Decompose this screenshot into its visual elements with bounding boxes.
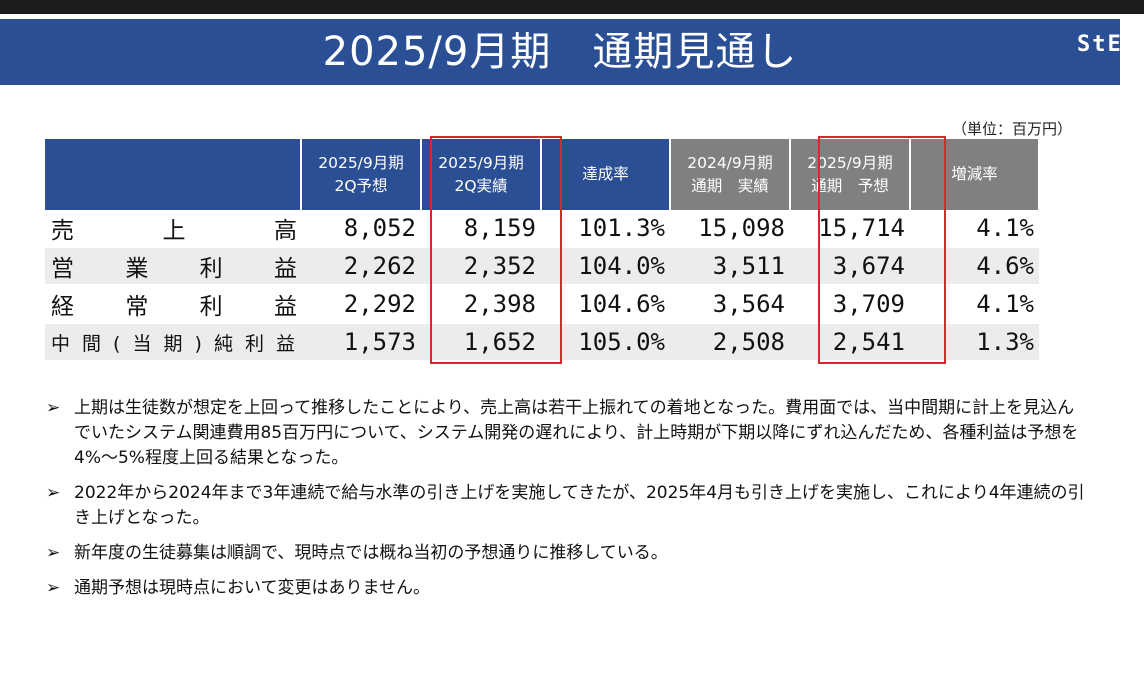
cell-value: 3,674 bbox=[790, 247, 910, 286]
arrow-bullet-icon: ➢ bbox=[46, 578, 61, 598]
header-line: 通期 実績 bbox=[691, 176, 769, 195]
bullet-item: ➢ 通期予想は現時点において変更はありません。 bbox=[46, 576, 1086, 601]
company-logo: StEP bbox=[1077, 32, 1138, 57]
cell-value: 2,541 bbox=[790, 323, 910, 362]
bullet-item: ➢ 新年度の生徒募集は順調で、現時点では概ね当初の予想通りに推移している。 bbox=[46, 541, 1086, 566]
bullet-list: ➢ 上期は生徒数が想定を上回って推移したことにより、売上高は若干上振れての着地と… bbox=[46, 396, 1086, 611]
header-line: 2025/9月期 bbox=[438, 153, 524, 172]
cell-value: 3,709 bbox=[790, 285, 910, 324]
bullet-text: 2022年から2024年まで3年連続で給与水準の引き上げを実施してきたが、202… bbox=[74, 483, 1085, 528]
arrow-bullet-icon: ➢ bbox=[46, 398, 61, 418]
bullet-item: ➢ 上期は生徒数が想定を上回って推移したことにより、売上高は若干上振れての着地と… bbox=[46, 396, 1086, 471]
financial-table: 2025/9月期 2Q予想 2025/9月期 2Q実績 達成率 2024/9月期… bbox=[45, 139, 1040, 362]
cell-value: 1,573 bbox=[301, 323, 421, 362]
header-line: 2025/9月期 bbox=[318, 153, 404, 172]
table-row-net-profit: 中間(当期)純利益 1,573 1,652 105.0% 2,508 2,541… bbox=[45, 323, 1039, 362]
cell-value: 101.3% bbox=[541, 210, 670, 248]
cell-value: 15,098 bbox=[670, 210, 790, 248]
cell-value: 104.0% bbox=[541, 247, 670, 286]
table-row-ordinary-profit: 経常利益 2,292 2,398 104.6% 3,564 3,709 4.1% bbox=[45, 285, 1039, 324]
cell-value: 15,714 bbox=[790, 210, 910, 248]
header-fy2024-actual: 2024/9月期 通期 実績 bbox=[670, 139, 791, 210]
title-banner: 2025/9月期 通期見通し bbox=[0, 19, 1120, 85]
cell-value: 2,352 bbox=[421, 247, 541, 286]
cell-value: 1,652 bbox=[421, 323, 541, 362]
cell-value: 3,511 bbox=[670, 247, 790, 286]
header-line: 達成率 bbox=[582, 165, 629, 183]
cell-value: 104.6% bbox=[541, 285, 670, 324]
cell-value: 2,508 bbox=[670, 323, 790, 362]
cell-value: 8,159 bbox=[421, 210, 541, 248]
header-blank-cell bbox=[45, 139, 302, 210]
header-fy2025-forecast: 2025/9月期 通期 予想 bbox=[790, 139, 911, 210]
header-change-rate: 増減率 bbox=[910, 139, 1040, 210]
header-achievement-rate: 達成率 bbox=[541, 139, 671, 210]
header-line: 2024/9月期 bbox=[687, 153, 773, 172]
cell-value: 3,564 bbox=[670, 285, 790, 324]
header-line: 通期 予想 bbox=[811, 176, 889, 195]
table-row-operating-profit: 営業利益 2,262 2,352 104.0% 3,511 3,674 4.6% bbox=[45, 247, 1039, 286]
cell-value: 1.3% bbox=[910, 323, 1039, 362]
cell-value: 2,292 bbox=[301, 285, 421, 324]
top-dark-bar bbox=[0, 0, 1144, 14]
cell-value: 2,262 bbox=[301, 247, 421, 286]
cell-value: 8,052 bbox=[301, 210, 421, 248]
table-header-row: 2025/9月期 2Q予想 2025/9月期 2Q実績 達成率 2024/9月期… bbox=[45, 139, 1040, 210]
unit-label: （単位：百万円） bbox=[952, 120, 1073, 138]
header-line: 増減率 bbox=[951, 165, 998, 183]
bullet-text: 新年度の生徒募集は順調で、現時点では概ね当初の予想通りに推移している。 bbox=[74, 543, 668, 563]
cell-value: 4.1% bbox=[910, 210, 1039, 248]
row-label: 中間(当期)純利益 bbox=[45, 323, 301, 362]
header-line: 2025/9月期 bbox=[807, 153, 893, 172]
arrow-bullet-icon: ➢ bbox=[46, 483, 61, 503]
bullet-text: 上期は生徒数が想定を上回って推移したことにより、売上高は若干上振れての着地となっ… bbox=[74, 398, 1079, 468]
row-label: 営業利益 bbox=[45, 247, 301, 286]
cell-value: 2,398 bbox=[421, 285, 541, 324]
slide-title: 2025/9月期 通期見通し bbox=[322, 29, 798, 75]
cell-value: 4.6% bbox=[910, 247, 1039, 286]
header-2q-forecast: 2025/9月期 2Q予想 bbox=[301, 139, 422, 210]
cell-value: 105.0% bbox=[541, 323, 670, 362]
header-line: 2Q実績 bbox=[454, 176, 508, 195]
bullet-text: 通期予想は現時点において変更はありません。 bbox=[74, 578, 430, 598]
row-label: 売上高 bbox=[45, 210, 301, 248]
header-line: 2Q予想 bbox=[334, 176, 388, 195]
header-2q-actual: 2025/9月期 2Q実績 bbox=[421, 139, 542, 210]
bullet-item: ➢ 2022年から2024年まで3年連続で給与水準の引き上げを実施してきたが、2… bbox=[46, 481, 1086, 531]
cell-value: 4.1% bbox=[910, 285, 1039, 324]
arrow-bullet-icon: ➢ bbox=[46, 543, 61, 563]
table-row-sales: 売上高 8,052 8,159 101.3% 15,098 15,714 4.1… bbox=[45, 210, 1039, 248]
row-label: 経常利益 bbox=[45, 285, 301, 324]
